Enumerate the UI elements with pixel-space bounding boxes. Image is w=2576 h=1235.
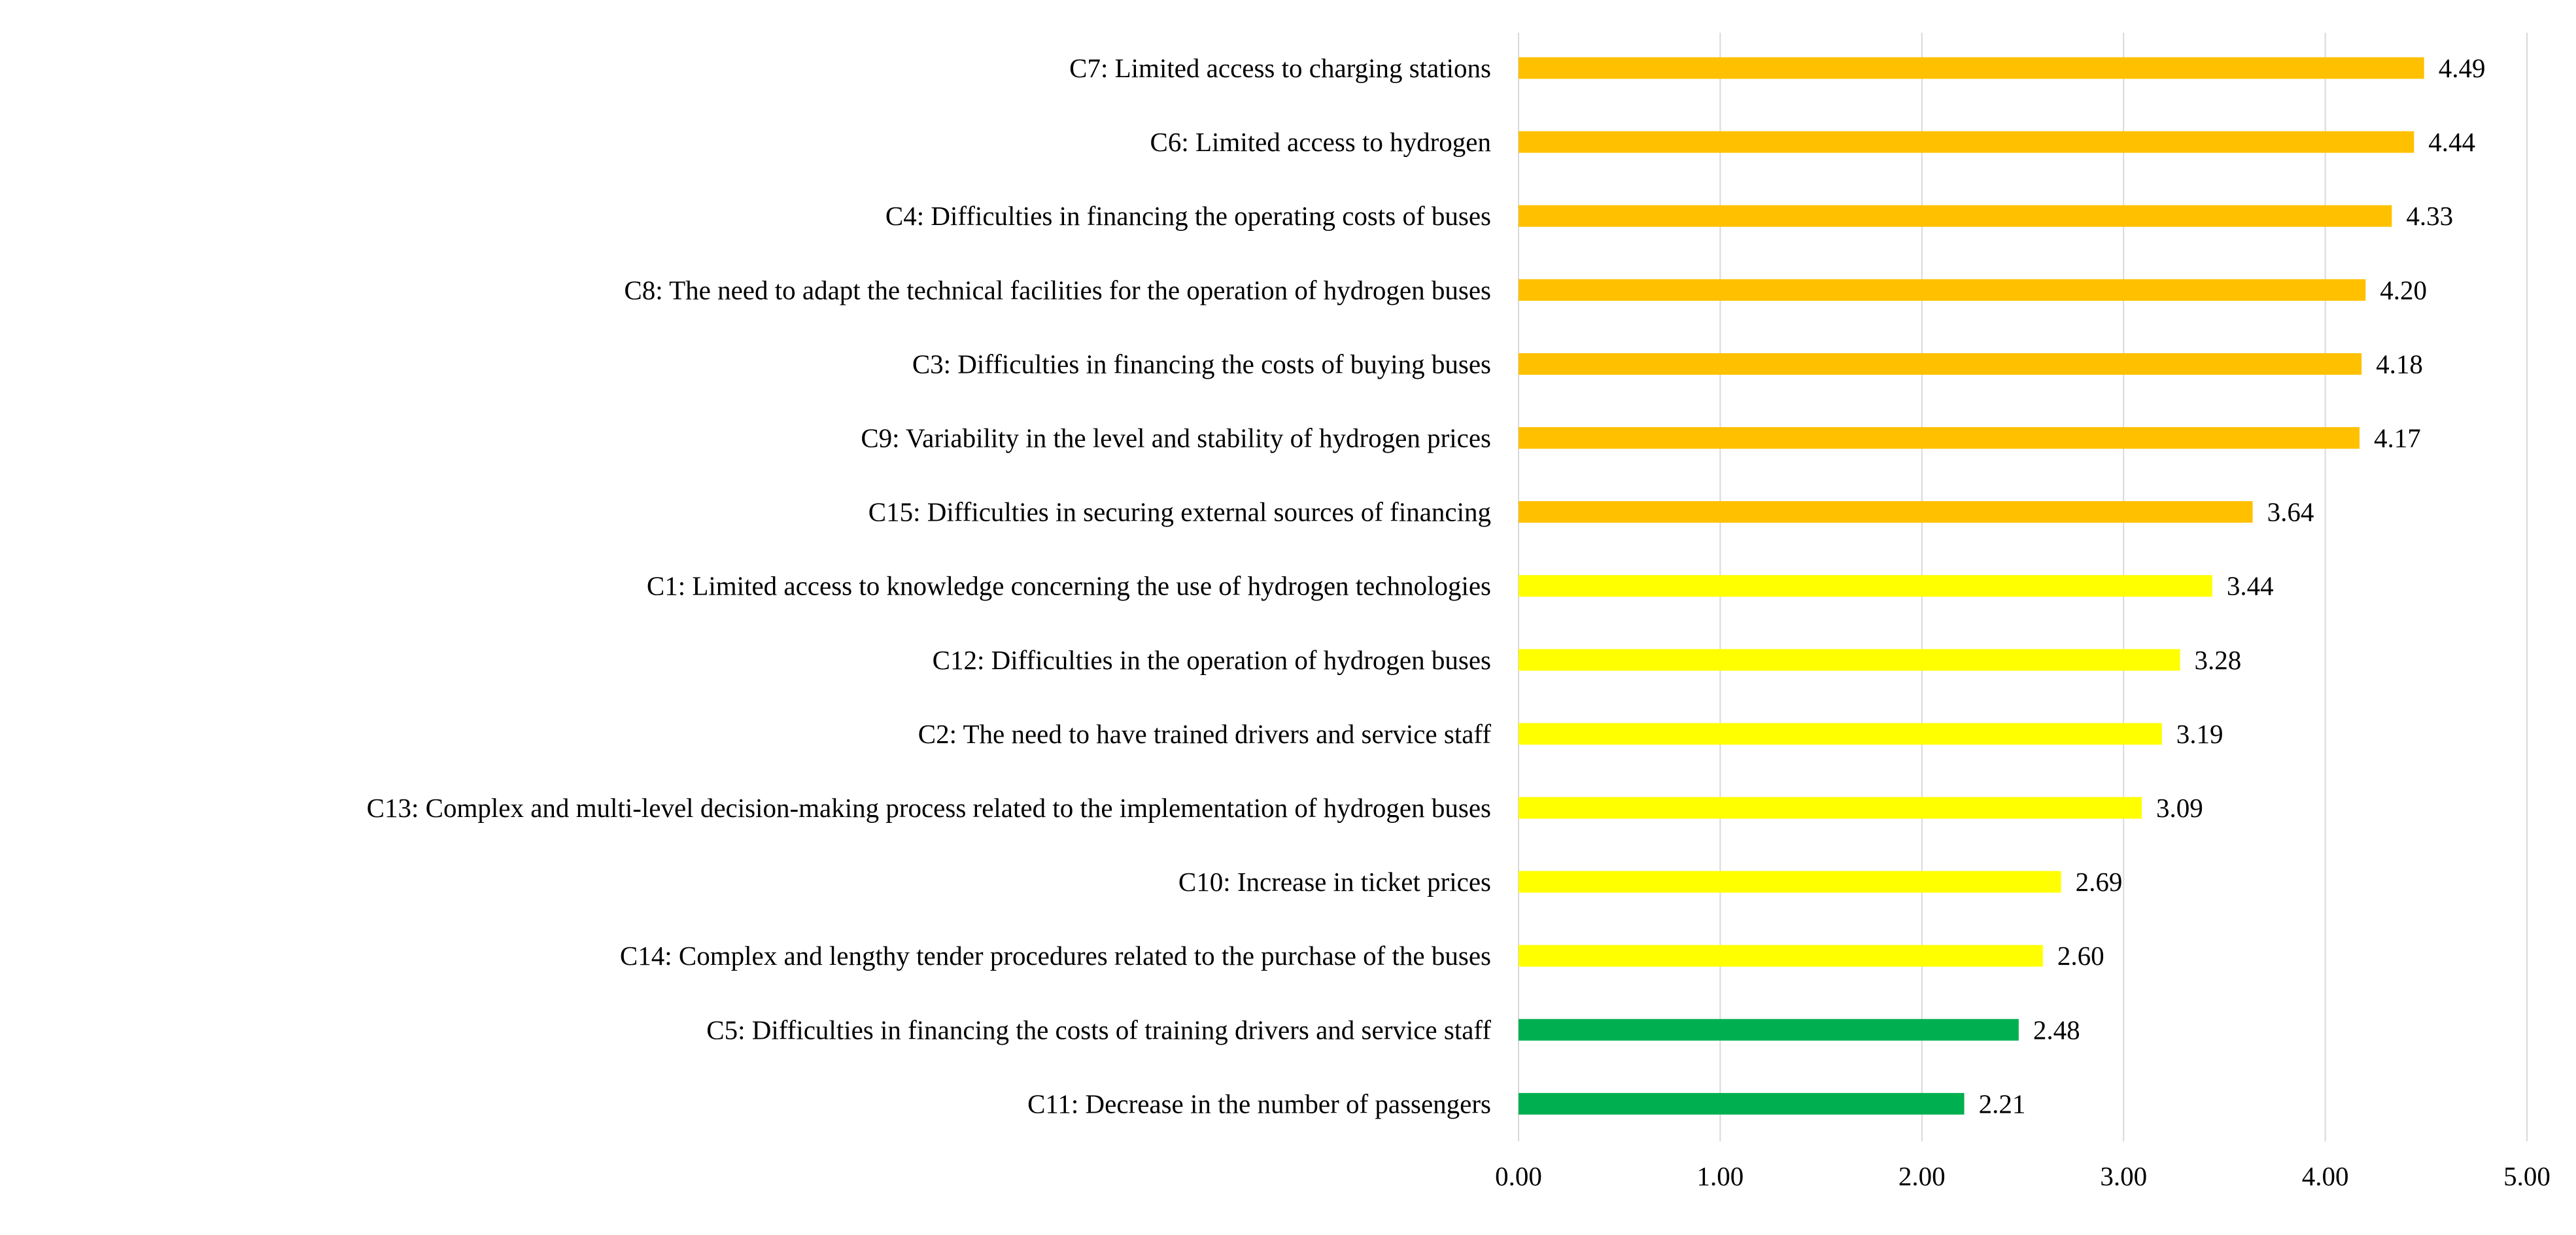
x-tick-label: 1.00 <box>1697 1161 1744 1191</box>
bar <box>1519 1092 1965 1115</box>
value-label: 4.20 <box>2380 275 2427 305</box>
x-tick-label: 3.00 <box>2100 1161 2147 1191</box>
category-label: C3: Difficulties in financing the costs … <box>912 349 1491 379</box>
bar <box>1519 945 2043 967</box>
value-label: 4.18 <box>2376 349 2423 379</box>
category-label: C13: Complex and multi-level decision-ma… <box>367 793 1491 823</box>
x-tick-label: 5.00 <box>2503 1161 2550 1191</box>
x-tick-label: 4.00 <box>2302 1161 2349 1191</box>
category-label: C10: Increase in ticket prices <box>1178 867 1491 897</box>
category-label: C11: Decrease in the number of passenger… <box>1027 1088 1491 1119</box>
x-axis-tick-labels: 0.00 1.00 2.00 3.00 4.00 5.00 <box>1495 1161 2550 1191</box>
bar <box>1519 1018 2019 1041</box>
bar <box>1519 723 2162 745</box>
bar <box>1519 649 2180 671</box>
value-label: 4.44 <box>2428 127 2475 157</box>
category-labels: C7: Limited access to charging stations C… <box>367 53 1492 1119</box>
bar <box>1519 131 2414 153</box>
bar <box>1519 279 2366 301</box>
x-tick-label: 0.00 <box>1495 1161 1542 1191</box>
category-label: C15: Difficulties in securing external s… <box>868 497 1491 527</box>
category-label: C1: Limited access to knowledge concerni… <box>647 571 1491 601</box>
category-label: C9: Variability in the level and stabili… <box>861 423 1491 453</box>
value-label: 4.17 <box>2374 423 2421 453</box>
category-label: C8: The need to adapt the technical faci… <box>624 275 1491 305</box>
category-label: C5: Difficulties in financing the costs … <box>706 1015 1491 1045</box>
bars <box>1519 57 2424 1115</box>
value-label: 3.64 <box>2267 497 2314 527</box>
value-label: 3.28 <box>2195 645 2242 675</box>
value-labels: 4.49 4.44 4.33 4.20 4.18 4.17 3.64 3.44 3.28 3.19… <box>1979 53 2486 1119</box>
bar <box>1519 57 2424 79</box>
category-label: C12: Difficulties in the operation of hy… <box>933 645 1491 675</box>
category-label: C4: Difficulties in financing the operat… <box>885 201 1491 231</box>
bar <box>1519 871 2061 893</box>
value-label: 3.19 <box>2176 719 2224 749</box>
value-label: 2.21 <box>1979 1088 2026 1119</box>
bar <box>1519 575 2212 597</box>
x-tick-label: 2.00 <box>1898 1161 1946 1191</box>
value-label: 3.44 <box>2227 571 2274 601</box>
category-label: C14: Complex and lengthy tender procedur… <box>620 941 1491 971</box>
value-label: 2.60 <box>2057 941 2104 971</box>
value-label: 4.33 <box>2406 201 2453 231</box>
category-label: C6: Limited access to hydrogen <box>1150 127 1492 157</box>
category-label: C7: Limited access to charging stations <box>1069 53 1491 83</box>
bar <box>1519 501 2253 523</box>
value-label: 4.49 <box>2439 53 2486 83</box>
value-label: 2.48 <box>2033 1015 2080 1045</box>
bar <box>1519 427 2360 449</box>
bar <box>1519 205 2392 227</box>
value-label: 3.09 <box>2156 793 2203 823</box>
category-label: C2: The need to have trained drivers and… <box>918 719 1492 749</box>
bar <box>1519 797 2142 819</box>
value-label: 2.69 <box>2076 867 2123 897</box>
bar <box>1519 353 2362 375</box>
